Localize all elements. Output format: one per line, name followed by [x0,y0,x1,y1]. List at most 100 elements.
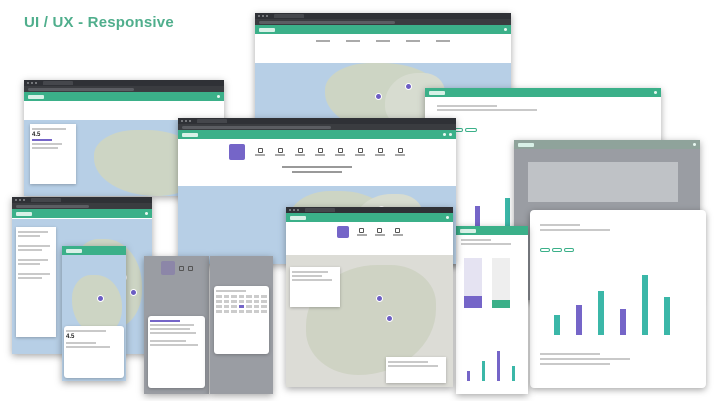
map-pin-icon[interactable] [386,315,393,322]
map-pin-icon[interactable] [130,289,137,296]
chart-bar [482,361,485,381]
browser-urlbar[interactable] [24,86,224,92]
browser-tabbar [255,13,511,19]
nav-item-active[interactable] [229,144,245,160]
logo-icon [66,248,82,253]
logo-icon [16,211,32,216]
filter-chips[interactable] [437,119,649,137]
nav-item[interactable] [346,40,360,42]
summary-text [437,105,649,111]
map-pin-icon[interactable] [97,295,104,302]
browser-urlbar[interactable] [12,203,152,209]
header-caption [178,166,456,168]
chart-bar [467,371,470,381]
chart-modal-sheet [530,210,706,388]
chart-bar [642,275,648,335]
nav-item[interactable] [295,148,305,156]
logo-icon [460,228,476,233]
info-modal [148,316,205,388]
app-header [24,92,224,101]
app-header [425,88,661,97]
stat-bar-bg [464,258,482,308]
nav-item[interactable] [395,148,405,156]
app-header [514,140,700,149]
menu-icon[interactable] [693,143,696,146]
region-panel: 4.5 [30,124,76,184]
chart-bar [475,206,480,228]
map-pin-icon[interactable] [375,93,382,100]
category-nav [286,222,453,241]
stat-bar-bg [492,258,510,308]
calendar-popup [214,286,269,354]
app-header [286,213,453,222]
nav-item[interactable] [275,148,285,156]
mobile-window-map: 4.5 [62,246,126,381]
chart-bar [620,309,626,335]
region-panel [290,267,340,307]
nav-item[interactable] [255,148,265,156]
rating-value: 4.5 [32,132,41,138]
menu-icon[interactable] [145,212,148,215]
rating-value: 4.5 [66,334,75,340]
nav-item[interactable] [356,228,367,236]
category-nav [255,34,511,45]
menu-icon[interactable] [504,28,507,31]
map-pin-icon[interactable] [405,83,412,90]
browser-tabbar [24,80,224,86]
calendar-grid[interactable] [216,295,267,313]
menu-icon[interactable] [217,95,220,98]
nav-item[interactable] [376,40,390,42]
mobile-chart-window [456,226,528,394]
bottom-sheet: 4.5 [64,326,124,378]
category-nav [178,139,456,163]
app-header [178,130,456,139]
chart-bar [598,291,604,335]
filter-chips[interactable] [540,239,696,257]
nav-item[interactable] [406,40,420,42]
nav-item[interactable] [187,265,193,271]
menu-icon[interactable] [446,216,449,219]
mini-chart [462,341,522,381]
browser-tabbar [178,118,456,124]
chart-bar [664,297,670,335]
menu-icon[interactable] [443,133,446,136]
app-header [255,25,511,34]
logo-icon [182,132,198,137]
nav-item[interactable] [436,40,450,42]
app-header [456,226,528,235]
nav-item[interactable] [392,228,403,236]
nav-item[interactable] [375,148,385,156]
user-icon[interactable] [449,133,452,136]
nav-item[interactable] [316,40,330,42]
nav-item-active[interactable] [336,226,349,238]
browser-tabbar [12,197,152,203]
app-header [12,209,152,218]
detail-card [386,357,446,383]
nav-item[interactable] [178,265,184,271]
nav-item-active[interactable] [160,261,175,275]
mobile-window-calendar [210,256,273,394]
nav-item[interactable] [315,148,325,156]
nav-item[interactable] [335,148,345,156]
map-pin-icon[interactable] [376,295,383,302]
browser-tabbar [286,207,453,213]
logo-icon [518,142,534,147]
background-content [528,162,678,202]
region-list-panel [16,227,56,337]
mobile-window-modal [144,256,209,394]
chart-bar [576,305,582,335]
list-section [540,350,690,368]
nav-item[interactable] [374,228,385,236]
page-title: UI / UX - Responsive [24,14,174,31]
browser-urlbar[interactable] [255,19,511,25]
menu-icon[interactable] [654,91,657,94]
category-nav [144,256,209,278]
chart-bar [512,366,515,381]
app-header [62,246,126,255]
browser-urlbar[interactable] [178,124,456,130]
chart-bar [505,198,510,228]
nav-item[interactable] [355,148,365,156]
logo-icon [259,27,275,32]
desktop-window-bottom [286,207,453,387]
